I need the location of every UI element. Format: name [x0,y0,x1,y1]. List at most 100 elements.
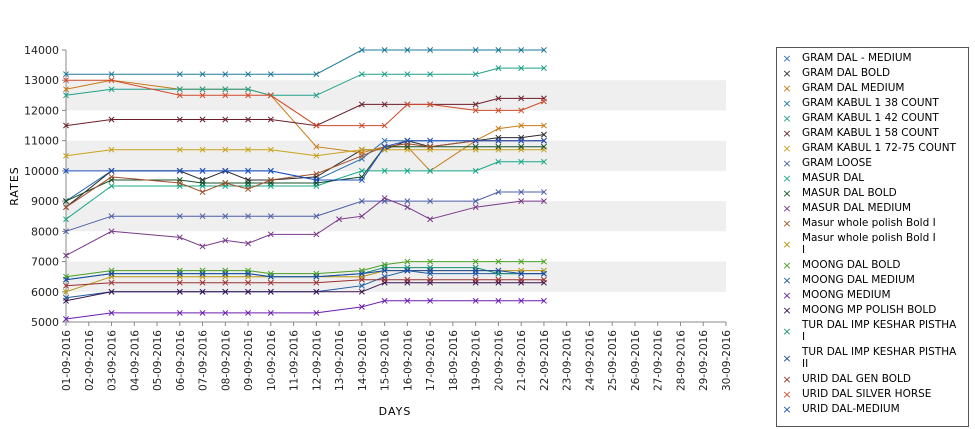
x-tick-label: 07-09-2016 [198,330,210,391]
data-point [540,189,547,195]
x-tick-label: 24-09-2016 [584,330,596,391]
data-point [358,101,365,108]
data-point [404,71,411,78]
data-point [176,288,183,295]
data-point [63,86,69,93]
series-22 [63,137,547,183]
legend-label: GRAM KABUL 1 58 COUNT [802,127,967,140]
legend-label-line: MASUR DAL BOLD [802,187,897,199]
legend-marker-icon: × [782,274,792,287]
data-point [495,258,502,265]
data-point [358,71,365,78]
data-point [199,309,206,316]
x-tick-label: 06-09-2016 [175,330,187,391]
data-point [540,65,547,72]
series-line [65,282,544,302]
x-tick-label: 22-09-2016 [539,330,551,391]
data-point [404,258,411,265]
data-point [404,47,411,53]
data-point [313,309,320,316]
data-point [495,137,502,144]
y-tick-label: 11000 [24,135,59,148]
x-tick-label: 11-09-2016 [289,330,301,391]
data-point [358,288,365,295]
legend-marker-icon: × [782,289,792,302]
legend-label-line: GRAM KABUL 1 38 COUNT [802,97,939,109]
data-point [222,288,229,295]
x-tick-label: 29-09-2016 [698,330,710,391]
data-point [427,143,434,150]
legend-marker-icon: × [782,373,792,386]
data-point [427,71,434,78]
data-point [358,270,365,277]
legend-label-line: URID DAL-MEDIUM [802,403,900,415]
data-point [313,170,320,177]
series-9 [63,158,547,223]
legend-marker-icon: × [782,352,792,365]
data-point [245,92,252,99]
data-point [313,92,320,99]
data-point [313,279,320,286]
data-point [404,137,411,144]
data-point [176,234,183,241]
data-point [540,98,547,105]
data-point [427,258,434,265]
data-point [313,177,320,183]
legend-marker-icon: × [782,202,792,215]
y-tick-label: 13000 [24,74,59,87]
data-point [518,122,525,129]
data-point [176,92,183,99]
data-point [108,173,115,180]
data-point [313,231,320,238]
data-point [63,316,69,322]
legend-label: MOONG DAL BOLD [802,259,967,272]
data-point [245,270,252,277]
x-tick-label: 04-09-2016 [129,330,141,391]
data-point [472,137,479,144]
legend-label-line: MOONG DAL BOLD [802,259,901,271]
data-point [199,279,206,286]
data-point [199,167,206,174]
data-point [472,47,479,53]
series-20 [63,276,547,289]
data-point [199,146,206,153]
series-line [65,161,544,220]
data-point [540,297,547,304]
data-point [472,198,479,205]
data-point [245,116,252,123]
data-point [222,279,229,286]
legend-label: GRAM DAL BOLD [802,67,967,80]
x-tick-label: 16-09-2016 [402,330,414,391]
data-point [108,270,115,277]
data-point [358,152,365,159]
series-11 [63,195,547,259]
series-line [66,49,544,75]
data-point [245,167,252,174]
data-point [176,116,183,123]
x-tick-label: 26-09-2016 [630,330,642,391]
data-point [540,143,547,150]
data-point [108,71,115,78]
legend-label: Masur whole polish Bold I [802,217,967,230]
y-axis-ticks: 5000 6000 7000 8000 9000 10000 11000 12000 13000… [24,44,66,329]
data-point [518,198,525,205]
data-point [495,143,502,150]
legend-marker-icon: × [782,187,792,200]
data-point [358,146,365,153]
y-tick-label: 8000 [31,225,59,238]
data-point [518,297,525,304]
x-tick-label: 12-09-2016 [311,330,323,391]
y-tick-label: 14000 [24,44,59,57]
data-point [381,101,388,108]
series-line [65,261,544,278]
data-point [358,198,365,205]
data-point [427,167,434,174]
data-point [472,276,479,283]
data-point [108,116,115,123]
data-point [404,204,411,211]
x-tick-label: 21-09-2016 [516,330,528,391]
data-point [495,297,502,304]
data-point [63,297,69,304]
legend-label: GRAM DAL MEDIUM [802,82,967,95]
legend-label: MASUR DAL BOLD [802,187,967,200]
